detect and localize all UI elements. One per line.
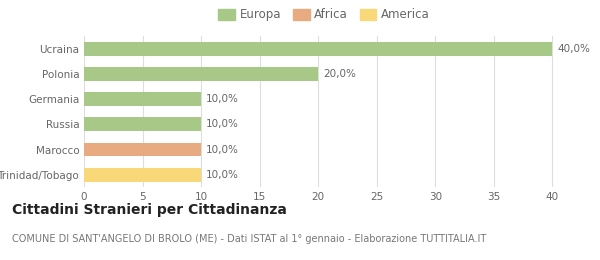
Bar xyxy=(84,142,201,157)
Text: Cittadini Stranieri per Cittadinanza: Cittadini Stranieri per Cittadinanza xyxy=(12,203,287,217)
Text: 10,0%: 10,0% xyxy=(206,145,239,154)
Text: 10,0%: 10,0% xyxy=(206,119,239,129)
Text: 10,0%: 10,0% xyxy=(206,170,239,180)
Text: 20,0%: 20,0% xyxy=(323,69,356,79)
Text: 10,0%: 10,0% xyxy=(206,94,239,104)
Bar xyxy=(84,168,201,181)
Bar xyxy=(84,118,201,131)
Text: COMUNE DI SANT'ANGELO DI BROLO (ME) - Dati ISTAT al 1° gennaio - Elaborazione TU: COMUNE DI SANT'ANGELO DI BROLO (ME) - Da… xyxy=(12,234,486,244)
Bar xyxy=(84,92,201,106)
Text: 40,0%: 40,0% xyxy=(557,44,590,54)
Bar xyxy=(84,67,318,81)
Legend: Europa, Africa, America: Europa, Africa, America xyxy=(216,5,432,23)
Bar xyxy=(84,42,552,56)
